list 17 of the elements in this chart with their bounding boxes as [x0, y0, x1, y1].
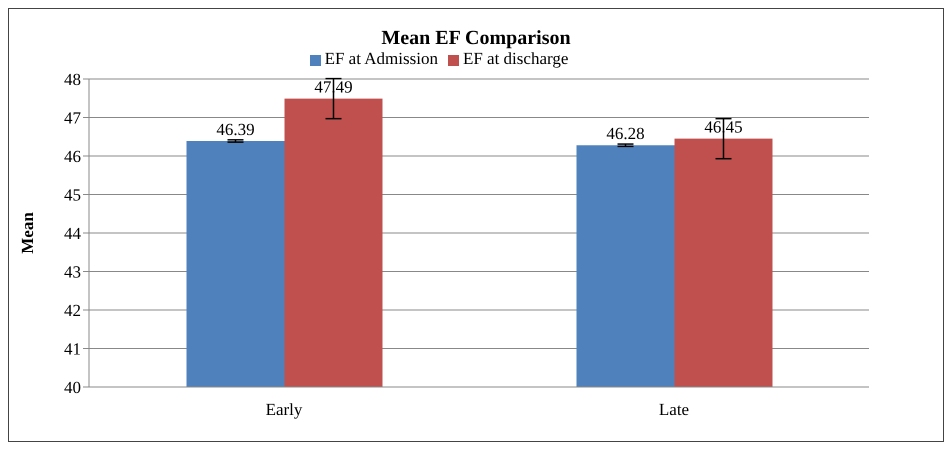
y-tick-label: 43	[64, 262, 81, 282]
legend-label: EF at Admission	[324, 49, 438, 68]
y-tick-label: 40	[64, 378, 81, 398]
data-label: 46.39	[216, 120, 255, 139]
y-tick-label: 41	[64, 340, 81, 359]
y-tick-label: 48	[64, 70, 81, 90]
y-tick-label: 44	[64, 224, 82, 244]
y-tick-label: 45	[64, 186, 81, 205]
y-tick-label: 42	[64, 301, 81, 320]
y-axis-title: Mean	[18, 212, 38, 254]
y-tick-label: 47	[64, 108, 82, 128]
y-tick-label: 46	[64, 147, 81, 166]
x-tick-label: Early	[266, 400, 303, 420]
chart-title: Mean EF Comparison	[380, 27, 572, 50]
x-tick-label: Late	[658, 400, 690, 420]
data-label: 46.28	[606, 124, 645, 144]
legend-label: EF at discharge	[462, 49, 568, 68]
